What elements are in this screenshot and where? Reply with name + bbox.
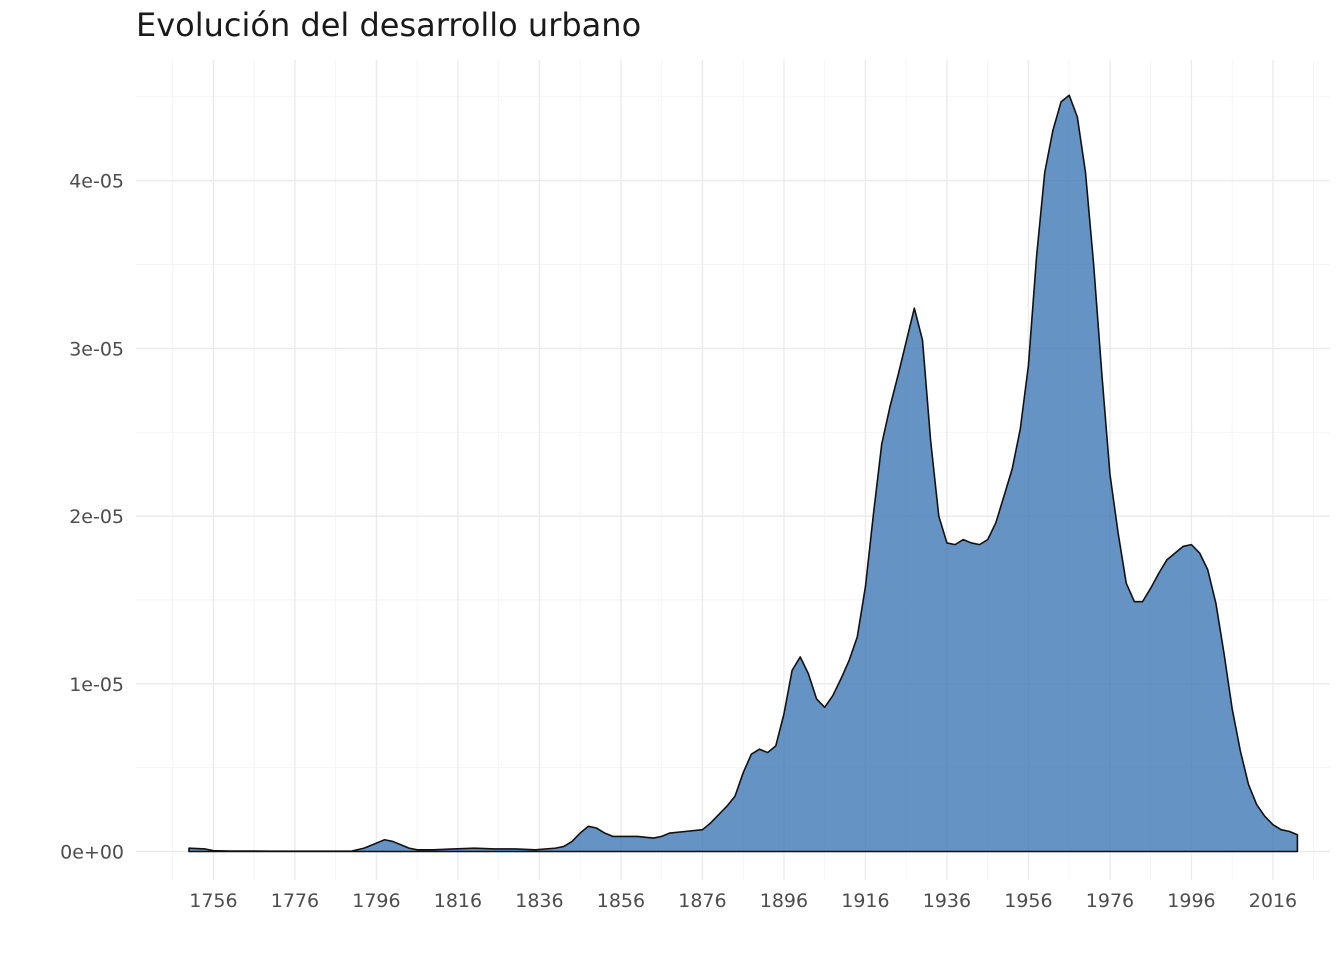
density-area xyxy=(188,94,1299,853)
x-tick-label: 1836 xyxy=(515,890,563,912)
x-tick-label: 1756 xyxy=(189,890,237,912)
x-tick-label: 1776 xyxy=(271,890,319,912)
x-tick-label: 1976 xyxy=(1086,890,1134,912)
y-tick-label: 2e-05 xyxy=(69,506,124,528)
y-tick-label: 0e+00 xyxy=(60,841,124,863)
x-tick-label: 1916 xyxy=(841,890,889,912)
x-tick-label: 1876 xyxy=(678,890,726,912)
y-tick-label: 3e-05 xyxy=(69,338,124,360)
x-tick-label: 1856 xyxy=(597,890,645,912)
x-tick-label: 1996 xyxy=(1167,890,1215,912)
y-axis: 0e+00 1e-05 2e-05 3e-05 4e-05 xyxy=(60,171,124,864)
x-tick-label: 1956 xyxy=(1004,890,1052,912)
y-tick-label: 4e-05 xyxy=(69,171,124,193)
x-tick-label: 1936 xyxy=(923,890,971,912)
chart-title: Evolución del desarrollo urbano xyxy=(136,6,642,44)
y-tick-label: 1e-05 xyxy=(69,674,124,696)
x-tick-label: 1796 xyxy=(352,890,400,912)
plot-area xyxy=(188,94,1299,853)
x-tick-label: 2016 xyxy=(1249,890,1297,912)
x-axis: 1756 1776 1796 1816 1836 1856 1876 1896 1916 1936… xyxy=(189,890,1297,912)
x-tick-label: 1816 xyxy=(434,890,482,912)
x-tick-label: 1896 xyxy=(760,890,808,912)
